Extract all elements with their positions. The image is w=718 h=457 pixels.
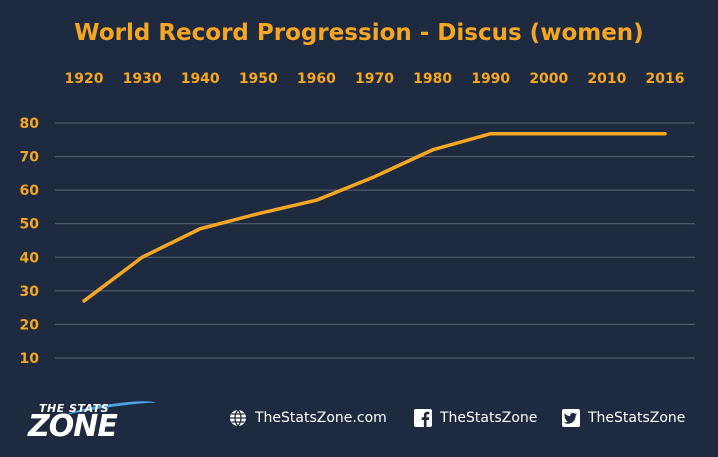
footer: THE STATS ZONE TheStatsZone.com TheStats…	[0, 388, 718, 457]
globe-icon	[229, 409, 247, 427]
x-tick-label: 2010	[587, 71, 626, 87]
data-point	[373, 175, 376, 179]
x-tick-label: 2016	[646, 71, 685, 87]
x-tick-label: 1930	[123, 71, 162, 87]
stats-zone-logo: THE STATS ZONE	[28, 397, 157, 446]
twitter-icon	[562, 409, 580, 427]
data-point	[198, 227, 202, 231]
data-point	[314, 198, 318, 202]
x-tick-label: 1960	[297, 71, 336, 87]
data-point	[489, 132, 493, 136]
y-tick-label: 40	[20, 250, 40, 266]
facebook-link[interactable]: TheStatsZone	[414, 408, 537, 428]
y-tick-label: 60	[20, 183, 40, 199]
chart-title: World Record Progression - Discus (women…	[74, 20, 644, 46]
y-tick-label: 10	[20, 351, 40, 367]
series-line	[82, 131, 667, 303]
facebook-text: TheStatsZone	[440, 410, 538, 426]
x-tick-label: 1990	[471, 71, 510, 87]
x-tick-label: 1970	[355, 71, 394, 87]
y-tick-label: 70	[20, 150, 40, 166]
x-tick-label: 1980	[413, 71, 452, 87]
data-point	[431, 148, 435, 152]
data-point	[140, 255, 144, 259]
logo-bottom-text: ZONE	[28, 409, 118, 444]
x-tick-label: 2000	[529, 71, 568, 87]
data-point	[605, 132, 609, 136]
data-point	[82, 299, 86, 303]
series-layer	[82, 131, 667, 303]
y-tick-label: 30	[20, 284, 40, 300]
data-point	[547, 132, 551, 136]
y-tick-label: 50	[20, 217, 40, 233]
y-tick-label: 80	[20, 116, 40, 132]
line-chart: 1920 1930 1940 1950 1960 1970 1980 1990 2000 2010…	[20, 71, 695, 367]
x-tick-label: 1920	[65, 71, 104, 87]
x-tick-label: 1950	[239, 71, 278, 87]
twitter-text: TheStatsZone	[588, 410, 686, 426]
y-tick-label: 20	[20, 317, 40, 333]
y-axis-ticks: 80 70 60 50 40 30 20 10	[20, 116, 40, 367]
website-text: TheStatsZone.com	[255, 410, 387, 426]
x-tick-label: 1940	[181, 71, 220, 87]
x-axis-ticks: 1920 1930 1940 1950 1960 1970 1980 1990 2000 2010…	[65, 71, 685, 87]
grid-lines	[55, 122, 695, 359]
facebook-icon	[414, 409, 432, 427]
data-point	[256, 212, 260, 216]
data-point	[663, 132, 667, 136]
website-link[interactable]: TheStatsZone.com	[229, 408, 387, 428]
twitter-link[interactable]: TheStatsZone	[562, 408, 685, 428]
logo-top-text: THE STATS	[39, 402, 110, 415]
